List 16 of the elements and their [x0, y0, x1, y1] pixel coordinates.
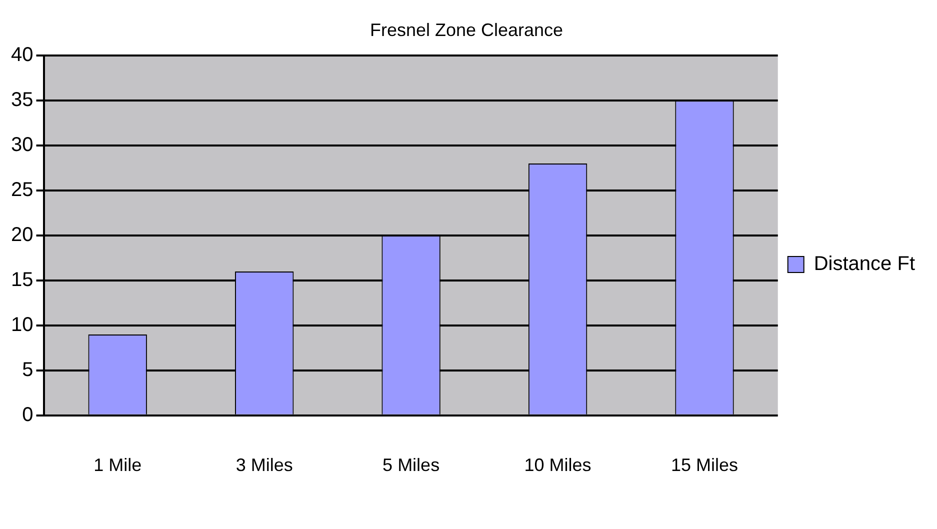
y-tick-label: 15	[10, 268, 34, 291]
y-tick-label: 20	[10, 224, 34, 246]
y-tick-label: 40	[10, 44, 34, 66]
x-tick-label: 5 Miles	[382, 455, 440, 476]
y-tick-label: 25	[10, 179, 34, 202]
y-tick-label: 35	[10, 89, 34, 112]
x-tick-label: 3 Miles	[236, 455, 293, 476]
x-tick-label: 10 Miles	[524, 455, 592, 476]
y-tick-label: 30	[10, 134, 34, 156]
x-tick-label: 15 Miles	[670, 455, 738, 476]
y-tick-label: 10	[10, 314, 34, 336]
chart-title: Fresnel Zone Clearance	[370, 20, 564, 40]
legend-label: Distance Ft	[814, 253, 916, 276]
y-tick-label: 0	[22, 404, 34, 426]
y-tick-label: 5	[22, 358, 34, 381]
x-tick-label: 1 Mile	[94, 455, 142, 476]
